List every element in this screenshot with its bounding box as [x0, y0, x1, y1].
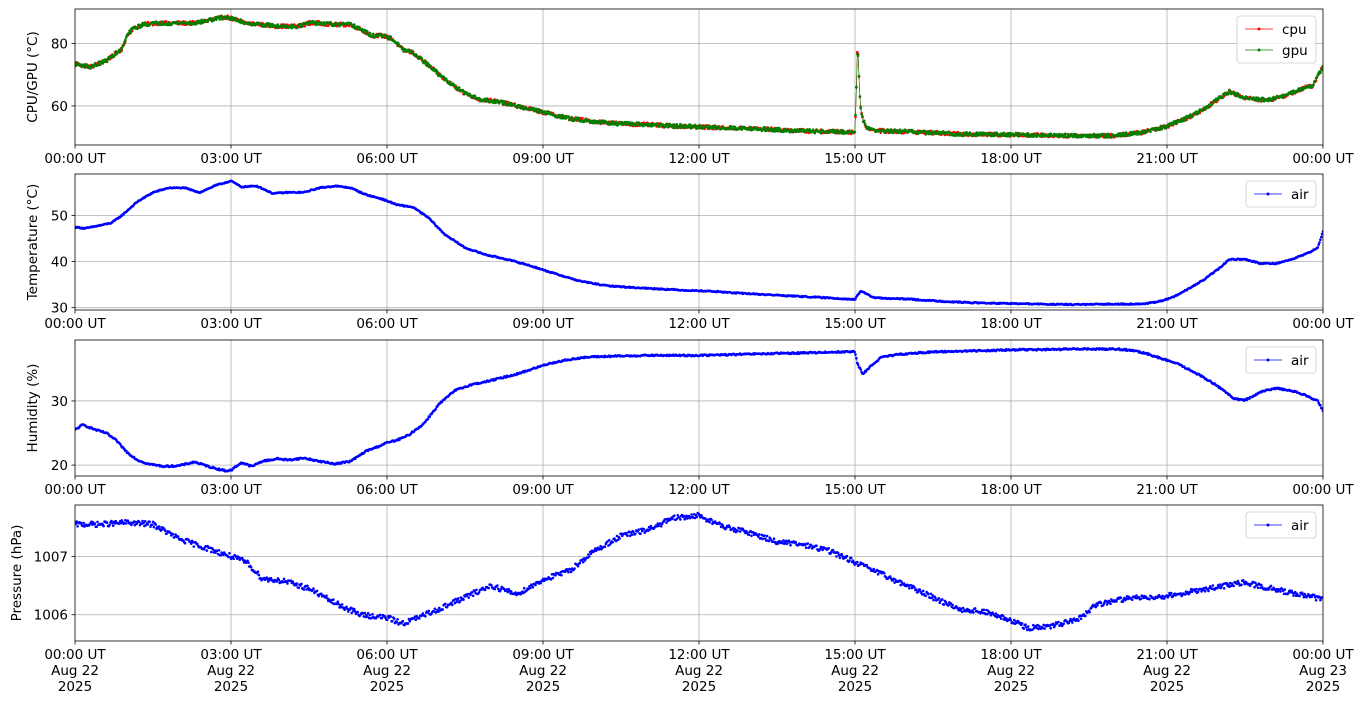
x-tick-label-line: 06:00 UT	[356, 316, 418, 332]
x-tick-label-line: 15:00 UT	[824, 151, 886, 167]
x-tick-label: 15:00 UT	[824, 151, 886, 167]
x-tick-label-line: 00:00 UT	[1292, 316, 1354, 332]
x-tick-label-line: 12:00 UT	[668, 151, 730, 167]
x-tick-label-line: 00:00 UT	[1292, 482, 1354, 498]
legend-label: cpu	[1282, 22, 1307, 38]
x-tick-label: 00:00 UT	[44, 316, 106, 332]
x-tick-label: 06:00 UT	[356, 482, 418, 498]
x-tick-label: 00:00 UT	[1292, 316, 1354, 332]
x-tick-label: 18:00 UT	[980, 151, 1042, 167]
y-axis-label: CPU/GPU (°C)	[25, 31, 41, 122]
x-tick-label: 00:00 UT	[44, 151, 106, 167]
x-tick-label-line: 15:00 UT	[824, 316, 886, 332]
y-axis-label: Temperature (°C)	[25, 184, 41, 302]
x-tick-label: 09:00 UT	[512, 151, 574, 167]
x-tick-label: 21:00 UT	[1136, 482, 1198, 498]
x-tick-label-line: 09:00 UT	[512, 151, 574, 167]
x-tick-label-line: 21:00 UT	[1136, 316, 1198, 332]
legend-marker	[1266, 192, 1270, 196]
legend-label: gpu	[1282, 43, 1308, 59]
x-tick-label: 06:00 UT	[356, 316, 418, 332]
y-tick-label: 30	[51, 394, 68, 410]
x-tick-label-line: 00:00 UT	[44, 482, 106, 498]
y-tick-label: 60	[51, 99, 68, 115]
x-tick-label-line: 12:00 UT	[668, 316, 730, 332]
x-tick-label-line: 15:00 UT	[824, 482, 886, 498]
x-tick-label-line: 03:00 UT	[200, 482, 262, 498]
x-tick-label: 00:00 UT	[44, 482, 106, 498]
x-tick-label-line: 00:00 UT	[44, 316, 106, 332]
x-tick-label-line: 06:00 UT	[356, 151, 418, 167]
y-axis-label: Humidity (%)	[25, 364, 41, 453]
y-tick-label: 50	[51, 208, 68, 224]
x-tick-label: 00:00 UT	[1292, 482, 1354, 498]
x-tick-label: 18:00 UT	[980, 482, 1042, 498]
x-tick-label-line: 03:00 UT	[200, 316, 262, 332]
x-tick-label-line: 09:00 UT	[512, 316, 574, 332]
y-tick-label: 40	[51, 255, 68, 271]
panel-1: 00:00 UT 03:00 UT 06:00 UT 09:00 UT 12:00 UT…	[25, 8, 1354, 167]
x-tick-label-line: 18:00 UT	[980, 151, 1042, 167]
x-tick-label: 15:00 UT	[824, 316, 886, 332]
x-tick-label-line: 21:00 UT	[1136, 482, 1198, 498]
panel-2: 00:00 UT 03:00 UT 06:00 UT 09:00 UT 12:00 UT…	[25, 173, 1354, 332]
x-tick-label-line: 00:00 UT	[1292, 151, 1354, 167]
x-tick-label: 06:00 UT	[356, 151, 418, 167]
x-tick-label: 18:00 UT	[980, 316, 1042, 332]
x-tick-label: 09:00 UT	[512, 482, 574, 498]
x-tick-label-line: 12:00 UT	[668, 482, 730, 498]
x-tick-label: 12:00 UT	[668, 316, 730, 332]
legend: air	[1245, 180, 1317, 208]
panel-3: 00:00 UT 03:00 UT 06:00 UT 09:00 UT 12:00 UT…	[25, 339, 1354, 498]
x-tick-label-line: 03:00 UT	[200, 151, 262, 167]
x-tick-label: 00:00 UT	[1292, 151, 1354, 167]
series-gpu	[75, 14, 1323, 139]
x-tick-label-line: 06:00 UT	[356, 482, 418, 498]
x-tick-label: 15:00 UT	[824, 482, 886, 498]
x-tick-label-line: 00:00 UT	[44, 151, 106, 167]
x-tick-label-line: 21:00 UT	[1136, 151, 1198, 167]
x-tick-label: 21:00 UT	[1136, 151, 1198, 167]
y-tick-label: 80	[51, 36, 68, 52]
x-tick-label: 03:00 UT	[200, 151, 262, 167]
x-tick-label: 03:00 UT	[200, 316, 262, 332]
x-tick-label-line: 09:00 UT	[512, 482, 574, 498]
x-tick-label-line: 18:00 UT	[980, 482, 1042, 498]
legend-marker	[1257, 48, 1261, 52]
legend: cpu gpu	[1236, 15, 1317, 64]
legend-label: air	[1291, 187, 1309, 203]
x-tick-label: 09:00 UT	[512, 316, 574, 332]
y-tick-label: 30	[51, 301, 68, 317]
x-tick-label: 12:00 UT	[668, 151, 730, 167]
y-tick-label: 20	[51, 458, 68, 474]
legend-marker	[1257, 27, 1261, 31]
x-tick-label: 03:00 UT	[200, 482, 262, 498]
x-tick-label: 12:00 UT	[668, 482, 730, 498]
x-tick-label-line: 18:00 UT	[980, 316, 1042, 332]
x-tick-label: 21:00 UT	[1136, 316, 1198, 332]
